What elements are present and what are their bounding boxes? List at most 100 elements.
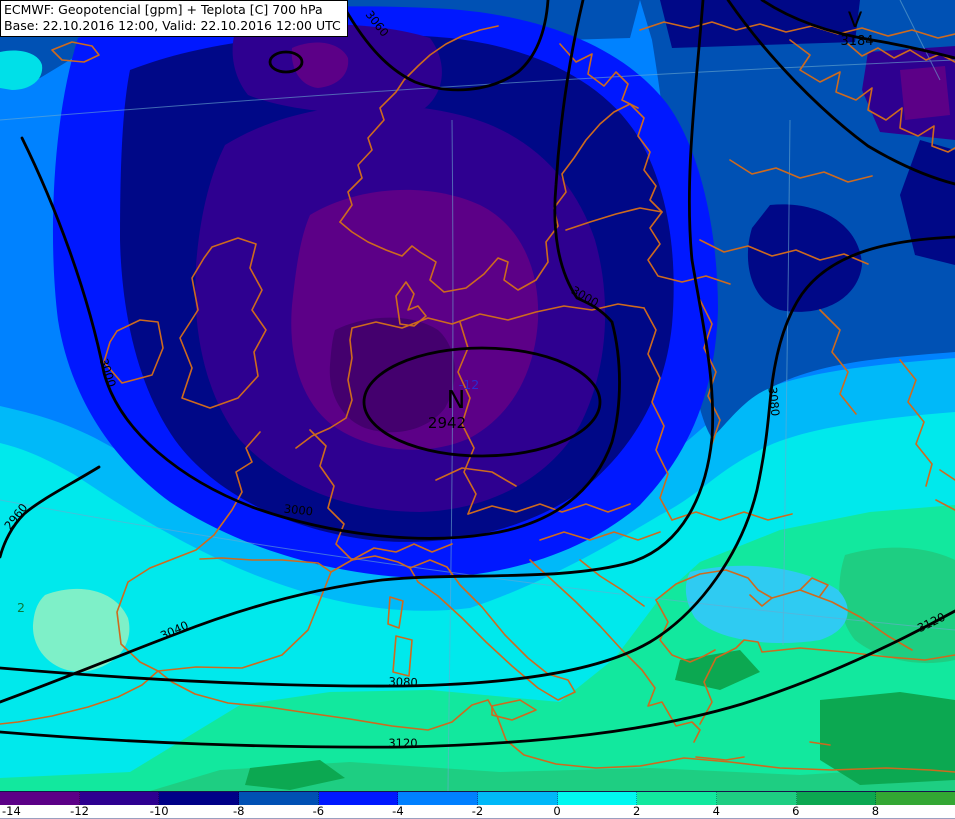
coastline bbox=[559, 43, 639, 109]
colorbar-segment bbox=[239, 792, 319, 805]
coastline bbox=[392, 635, 413, 677]
border bbox=[435, 467, 517, 487]
border bbox=[457, 321, 477, 515]
colorbar-segment bbox=[557, 792, 638, 805]
border bbox=[309, 429, 353, 561]
colorbar-segment bbox=[159, 792, 240, 805]
colorbar-segment bbox=[637, 792, 718, 805]
border bbox=[643, 307, 673, 521]
coastline bbox=[655, 569, 773, 607]
high-center-value: 3184 bbox=[840, 34, 873, 49]
temperature-colorbar bbox=[0, 791, 955, 805]
coastline bbox=[103, 319, 164, 384]
colorbar-segment bbox=[398, 792, 479, 805]
border bbox=[729, 159, 873, 183]
border bbox=[467, 503, 631, 515]
colorbar-tick: -12 bbox=[70, 804, 89, 818]
map-area: N 2942 V 3184 3060 3000 3000 3000 2960 3040 30… bbox=[0, 0, 955, 791]
high-center-symbol: V bbox=[848, 8, 863, 32]
coastline bbox=[565, 207, 731, 285]
coastline bbox=[387, 596, 404, 629]
coastline bbox=[51, 41, 100, 63]
border bbox=[699, 299, 721, 445]
border bbox=[351, 543, 453, 561]
temp-region bbox=[245, 760, 345, 790]
contour-line-3040 bbox=[0, 0, 715, 704]
contour-line-3080 bbox=[0, 235, 955, 688]
border bbox=[899, 359, 933, 487]
map-title-line1: ECMWF: Geopotencial [gpm] + Teplota [C] … bbox=[4, 2, 323, 17]
temp-region bbox=[839, 547, 955, 664]
coastline bbox=[0, 670, 159, 725]
coastline bbox=[179, 237, 267, 409]
map-title-line2: Base: 22.10.2016 12:00, Valid: 22.10.201… bbox=[4, 18, 341, 33]
map-canvas: N 2942 V 3184 30603000300030002960304030… bbox=[0, 0, 955, 791]
colorbar-tick: 8 bbox=[871, 804, 880, 818]
colorbar-tick: 6 bbox=[792, 804, 800, 818]
colorbar-tick: 4 bbox=[712, 804, 720, 818]
map-title-box: ECMWF: Geopotencial [gpm] + Teplota [C] … bbox=[0, 0, 348, 37]
colorbar-tick: 0 bbox=[553, 804, 561, 818]
low-center-symbol: N bbox=[447, 385, 466, 414]
contour-line-2942-core bbox=[362, 346, 602, 458]
coastline bbox=[395, 281, 427, 327]
coastline bbox=[409, 559, 576, 701]
temp-region bbox=[32, 588, 130, 672]
temp-region bbox=[900, 66, 950, 120]
temp-region bbox=[900, 140, 955, 265]
colorbar-tick: -6 bbox=[312, 804, 325, 818]
contour-label: 3080 bbox=[765, 386, 782, 417]
colorbar-tick: -2 bbox=[471, 804, 484, 818]
contour-line-3060 bbox=[338, 0, 550, 92]
temperature-fill-layer bbox=[0, 0, 955, 791]
border bbox=[579, 559, 645, 607]
colorbar-tick-labels: -14 -12 -10 -8 -6 -4 -2 0 2 4 6 8 bbox=[0, 805, 955, 819]
contour-line-3160 bbox=[760, 0, 955, 60]
contour-label: 3120 bbox=[388, 736, 417, 750]
temp-region bbox=[291, 42, 349, 88]
coastline bbox=[330, 555, 411, 573]
contour-label: 3080 bbox=[388, 674, 418, 689]
coastline bbox=[295, 303, 645, 449]
temp-region bbox=[0, 50, 43, 90]
colorbar-tick: -14 bbox=[2, 804, 21, 818]
contour-line-3120 bbox=[0, 609, 955, 749]
contour-line bbox=[268, 50, 304, 74]
coastline bbox=[789, 39, 955, 153]
graticule-line bbox=[782, 119, 791, 646]
colorbar-segment bbox=[717, 792, 797, 805]
coastline bbox=[655, 599, 716, 663]
temp-region bbox=[747, 204, 862, 312]
colorbar-tick: -10 bbox=[149, 804, 169, 818]
contour-line-3000 bbox=[20, 0, 621, 540]
coastline bbox=[491, 699, 537, 721]
colorbar-segment bbox=[318, 792, 399, 805]
border bbox=[671, 511, 793, 521]
temp-region bbox=[820, 692, 955, 785]
colorbar-segment bbox=[478, 792, 558, 805]
coastline bbox=[695, 756, 745, 761]
graticule-line bbox=[0, 59, 955, 121]
coastline bbox=[699, 639, 955, 725]
graticule-line bbox=[447, 119, 454, 791]
colorbar-tick: 2 bbox=[632, 804, 641, 818]
geopotential-contour-layer bbox=[0, 0, 955, 749]
temperature-label: 2 bbox=[17, 600, 25, 615]
coastline bbox=[639, 21, 955, 39]
temp-region bbox=[150, 762, 955, 791]
temp-region bbox=[685, 565, 848, 644]
coastline bbox=[339, 103, 631, 293]
temperature-label: -12 bbox=[459, 377, 479, 392]
temperature-label-group: -12 2 bbox=[17, 377, 479, 615]
colorbar-tick: -4 bbox=[392, 804, 404, 818]
coastline bbox=[529, 559, 701, 743]
coastline bbox=[629, 103, 663, 213]
coastline bbox=[339, 25, 499, 223]
colorbar-segment bbox=[876, 792, 955, 805]
border bbox=[819, 309, 857, 415]
colorbar-tick: -8 bbox=[233, 804, 245, 818]
contour-line bbox=[726, 0, 955, 186]
coastline bbox=[935, 469, 955, 511]
temp-region bbox=[329, 317, 455, 433]
